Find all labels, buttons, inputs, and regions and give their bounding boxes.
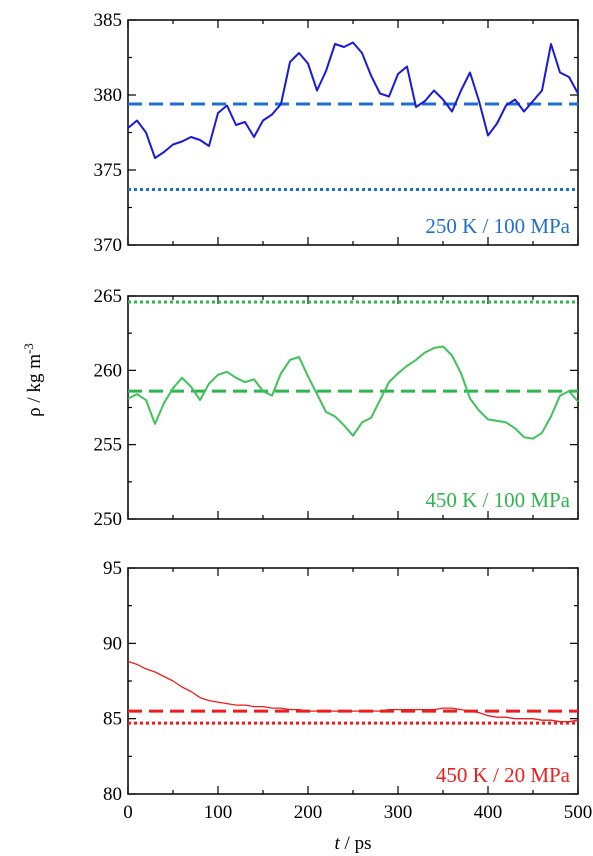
panel-condition-label: 450 K / 20 MPa (436, 763, 571, 787)
y-tick-label: 95 (103, 558, 122, 579)
y-tick-label: 250 (94, 509, 123, 530)
x-tick-label: 100 (204, 802, 233, 823)
svg-text:ρ / kg m-3: ρ / kg m-3 (21, 343, 45, 417)
x-axis-title-var: t (335, 833, 341, 854)
panel-condition-label: 450 K / 100 MPa (425, 488, 570, 512)
panels-group: 370 375 380 385 250 K / 100 MPa 250 255 260 265 4… (94, 10, 593, 823)
y-tick-label: 260 (94, 360, 123, 381)
panel-2: 250 255 260 265 450 K / 100 MPa (94, 286, 579, 530)
x-tick-label: 200 (294, 802, 323, 823)
y-tick-label: 375 (94, 160, 123, 181)
x-tick-label: 0 (123, 802, 133, 823)
y-axis-title-main: ρ / kg m (24, 354, 45, 417)
panel-condition-label: 250 K / 100 MPa (425, 214, 570, 238)
x-tick-label: 400 (474, 802, 503, 823)
density-series-line (127, 41, 579, 159)
svg-text:t / ps: t / ps (335, 833, 372, 854)
y-tick-label: 380 (94, 85, 123, 106)
plot-frame (127, 567, 579, 795)
y-axis-title: ρ / kg m-3 (21, 343, 45, 417)
y-tick-label: 255 (94, 435, 123, 456)
x-tick-label: 300 (384, 802, 413, 823)
y-tick-label: 90 (103, 633, 122, 654)
y-axis-title-sup: -3 (21, 343, 36, 354)
y-tick-label: 85 (103, 709, 122, 730)
plot-frame (127, 295, 579, 520)
x-axis-title: t / ps (335, 833, 372, 854)
density-series-line (127, 660, 579, 723)
y-tick-label: 265 (94, 286, 123, 307)
plot-frame (127, 19, 579, 246)
y-tick-label: 80 (103, 784, 122, 805)
x-axis-title-unit: / ps (340, 833, 372, 854)
y-tick-label: 370 (94, 235, 123, 256)
panel-3: 80 85 90 95 0 100 200 300 400 500 450 K / 20 MPa (103, 558, 592, 823)
x-tick-label: 500 (564, 802, 593, 823)
panel-1: 370 375 380 385 250 K / 100 MPa (94, 10, 579, 256)
y-tick-label: 385 (94, 10, 123, 31)
density-series-line (127, 345, 579, 440)
